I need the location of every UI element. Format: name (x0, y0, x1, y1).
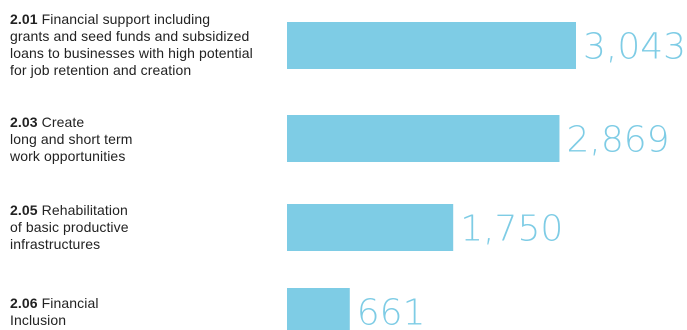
category-label: 2.06 Financial Inclusion (10, 295, 280, 329)
category-code: 2.01 (10, 11, 38, 27)
category-code: 2.06 (10, 295, 38, 311)
bar (287, 204, 454, 251)
bar-value-label: 661 (357, 293, 426, 330)
category-label: 2.01 Financial support including grants a… (10, 11, 280, 79)
category-text: Financial Inclusion (10, 295, 99, 328)
bar (287, 115, 560, 162)
category-text: Financial support including grants and s… (10, 11, 253, 78)
bar (287, 288, 350, 330)
bar-value-label: 1,750 (460, 209, 563, 250)
category-label: 2.03 Create long and short term work oppo… (10, 114, 280, 165)
bar (287, 22, 576, 69)
bar-value-label: 3,043 (583, 27, 686, 68)
bar-value-label: 2,869 (566, 120, 669, 161)
category-label: 2.05 Rehabilitation of basic productive i… (10, 202, 280, 253)
category-code: 2.03 (10, 114, 38, 130)
category-code: 2.05 (10, 202, 38, 218)
category-text: Rehabilitation of basic productive infra… (10, 202, 129, 252)
category-text: Create long and short term work opportun… (10, 114, 133, 164)
